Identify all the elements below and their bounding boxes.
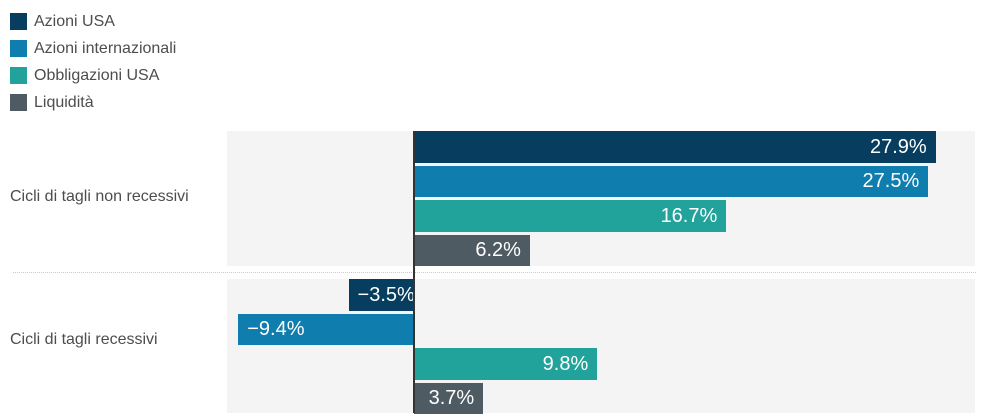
legend-swatch-azioni-internazionali	[10, 40, 27, 57]
bar-2-4: 3.7%	[414, 382, 484, 414]
bar-value-label: 27.9%	[870, 135, 927, 158]
bar-value-label: −9.4%	[247, 318, 305, 341]
legend-label: Obbligazioni USA	[34, 67, 160, 84]
legend-item-azioni-usa: Azioni USA	[10, 13, 176, 30]
legend-swatch-azioni-usa	[10, 13, 27, 30]
category-label-recessivi: Cicli di tagli recessivi	[10, 331, 158, 348]
legend-swatch-obbligazioni-usa	[10, 67, 27, 84]
bar-1-3: 16.7%	[414, 200, 727, 232]
legend-swatch-liquidita	[10, 94, 27, 111]
bar-value-label: 3.7%	[428, 387, 475, 410]
bar-2-2: −9.4%	[238, 313, 414, 345]
zero-axis-line	[413, 131, 415, 413]
bar-1-2: 27.5%	[414, 165, 929, 197]
plot-area-group-2	[227, 279, 975, 413]
group-separator-dotted-line	[13, 272, 976, 273]
bar-value-label: −3.5%	[357, 283, 415, 306]
bar-value-label: 16.7%	[660, 204, 718, 227]
category-label-non-recessivi: Cicli di tagli non recessivi	[10, 188, 189, 205]
legend-label: Liquidità	[34, 94, 94, 111]
bar-1-1: 27.9%	[414, 131, 936, 163]
bar-1-4: 6.2%	[414, 234, 530, 266]
legend-item-azioni-internazionali: Azioni internazionali	[10, 40, 176, 57]
legend-label: Azioni internazionali	[34, 40, 177, 57]
bar-value-label: 6.2%	[475, 239, 521, 262]
legend-item-obbligazioni-usa: Obbligazioni USA	[10, 67, 176, 84]
legend-item-liquidita: Liquidità	[10, 94, 176, 111]
legend-label: Azioni USA	[34, 13, 115, 30]
bar-2-3: 9.8%	[414, 348, 598, 380]
chart-legend: Azioni USA Azioni internazionali Obbliga…	[10, 13, 176, 111]
bar-value-label: 27.5%	[862, 170, 920, 193]
bar-2-1: −3.5%	[348, 279, 415, 311]
bar-value-label: 9.8%	[542, 352, 589, 375]
